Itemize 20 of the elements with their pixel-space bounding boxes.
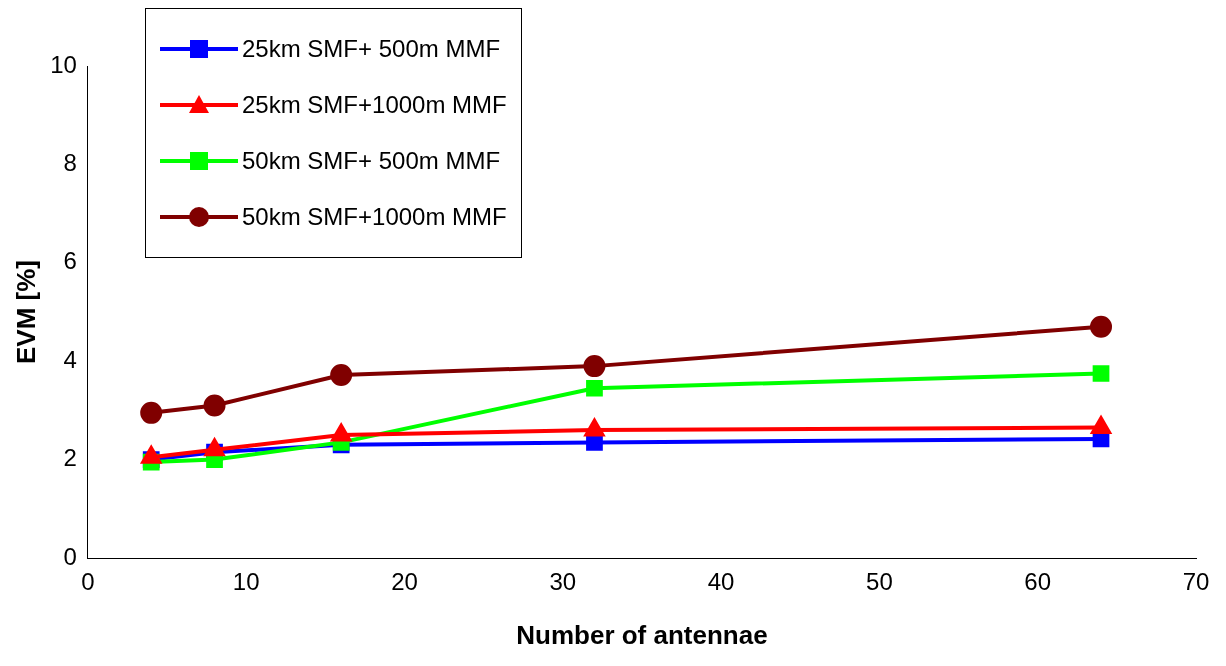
y-tick-label: 8	[63, 149, 77, 177]
x-tick-label: 40	[707, 568, 735, 596]
x-tick-label: 10	[232, 568, 260, 596]
y-axis-title: EVM [%]	[10, 260, 41, 364]
y-tick-label: 6	[63, 247, 77, 275]
y-tick-label: 0	[63, 542, 77, 570]
y-tick-label: 2	[63, 444, 77, 472]
legend-label: 50km SMF+ 500m MMF	[242, 147, 501, 175]
legend-label: 50km SMF+1000m MMF	[242, 203, 507, 231]
x-tick-label: 60	[1024, 568, 1052, 596]
x-tick-label: 30	[549, 568, 577, 596]
legend-label: 25km SMF+ 500m MMF	[242, 35, 501, 63]
x-tick-label: 0	[81, 568, 95, 596]
legend-label: 25km SMF+1000m MMF	[242, 91, 507, 119]
x-axis-title: Number of antennae	[516, 619, 768, 650]
x-tick-label: 70	[1182, 568, 1210, 596]
x-tick-label: 50	[866, 568, 893, 596]
x-tick-label: 20	[391, 568, 418, 596]
y-tick-label: 4	[63, 345, 77, 373]
y-tick-label: 10	[50, 50, 77, 78]
